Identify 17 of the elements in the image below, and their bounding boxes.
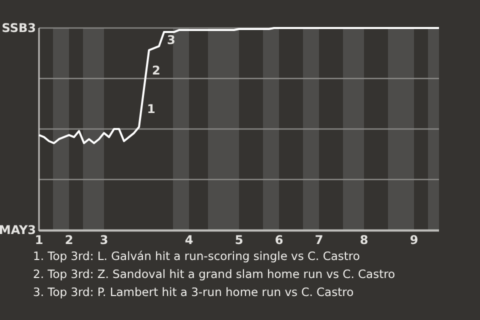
text: 1. Top 3rd: L. Galván hit a run-scoring single vs C. Castro	[33, 249, 360, 263]
x-tick-label: 2	[64, 233, 74, 247]
x-tick-label: 7	[314, 233, 324, 247]
x-tick-label: 4	[184, 233, 194, 247]
ref-line-label: MAY3	[0, 223, 36, 238]
text: 2. Top 3rd: Z. Sandoval hit a grand slam home run vs C. Castro	[33, 267, 396, 281]
x-tick-label: 6	[274, 233, 284, 247]
x-tick-label: 3	[100, 233, 108, 247]
ref-line-label: SSB3	[2, 21, 36, 36]
x-tick-label: 8	[360, 233, 368, 247]
text: 3. Top 3rd: P. Lambert hit a 3-run home run vs C. Castro	[33, 285, 354, 299]
annotation: 2	[152, 63, 160, 78]
annotation: 1	[147, 102, 156, 116]
x-tick-label: 9	[410, 233, 418, 247]
x-tick-label: 5	[234, 233, 244, 247]
annotation: 3	[167, 33, 176, 48]
x-tick-label: 1	[34, 233, 44, 247]
